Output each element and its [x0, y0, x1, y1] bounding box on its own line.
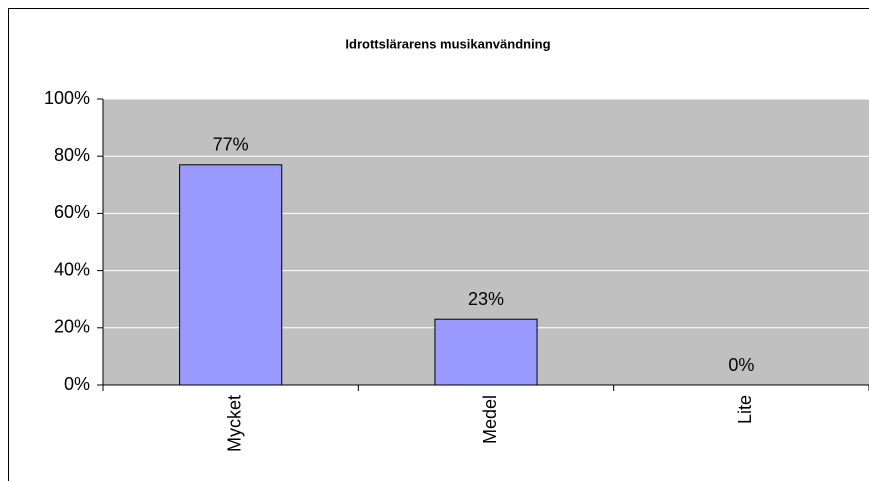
value-label: 0%: [728, 355, 754, 375]
value-label: 77%: [213, 135, 249, 155]
chart-title: Idrottslärarens musikanvändning: [345, 36, 550, 51]
y-tick-label: 80%: [54, 145, 90, 165]
bar: [179, 164, 283, 386]
y-tick-label: 20%: [54, 317, 90, 337]
x-tick-label: Lite: [735, 395, 755, 424]
y-tick-label: 0%: [64, 374, 90, 394]
bar: [434, 318, 538, 386]
y-tick-label: 100%: [44, 88, 90, 108]
y-tick-label: 60%: [54, 202, 90, 222]
x-tick-label: Medel: [480, 395, 500, 444]
y-tick-label: 40%: [54, 259, 90, 279]
value-label: 23%: [468, 289, 504, 309]
x-tick-label: Mycket: [224, 395, 244, 452]
